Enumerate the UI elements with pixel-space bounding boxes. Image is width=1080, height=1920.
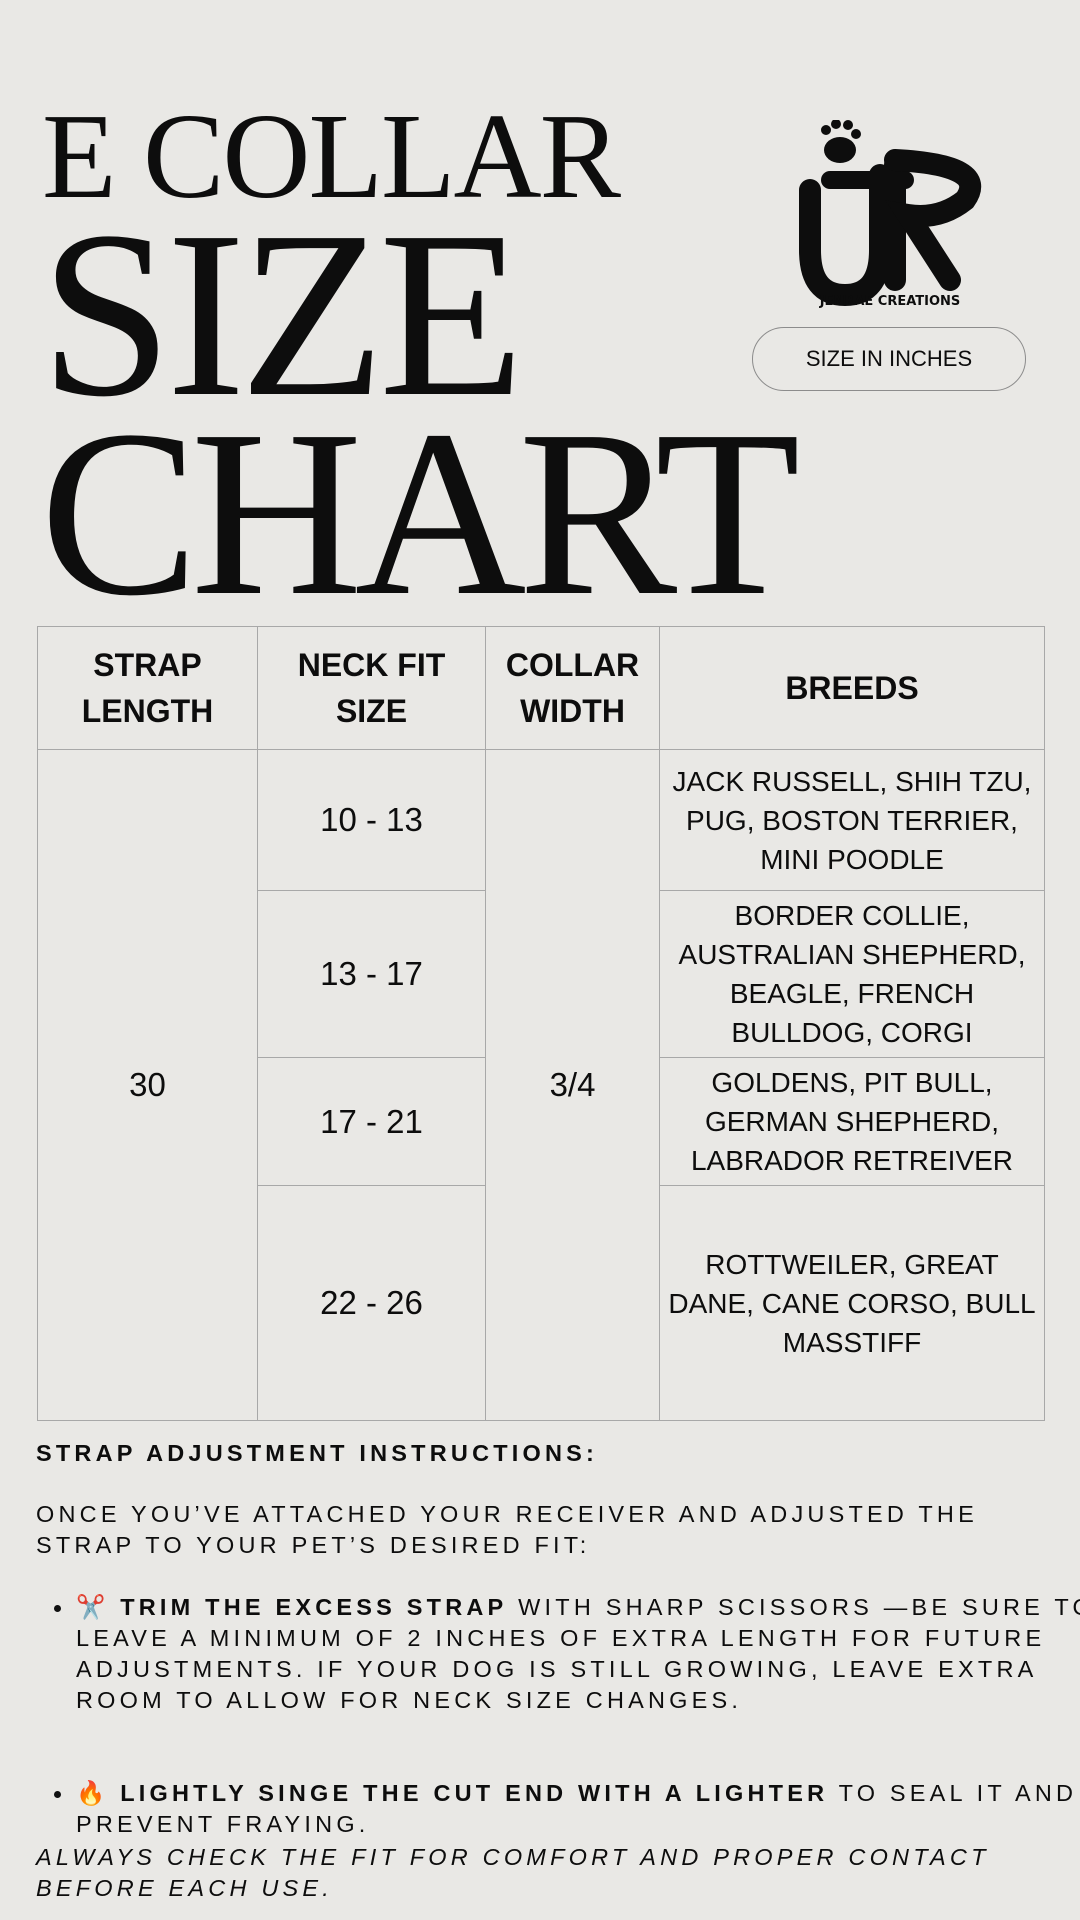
neck-size-cell: 10 - 13 (257, 749, 486, 891)
step-bold: LIGHTLY SINGE THE CUT END WITH A LIGHTER (120, 1780, 829, 1806)
header-neck-fit-size: NECK FIT SIZE (257, 626, 486, 750)
size-table: STRAP LENGTH NECK FIT SIZE COLLAR WIDTH … (37, 626, 1045, 1421)
breeds-cell: ROTTWEILER, GREAT DANE, CANE CORSO, BULL… (659, 1185, 1045, 1421)
jr-monogram (799, 149, 982, 307)
header-strap-length: STRAP LENGTH (37, 626, 258, 750)
scissors-icon: ✂️ (76, 1594, 110, 1620)
title-line-1: E COLLAR (42, 89, 621, 224)
title-line-3: CHART (40, 382, 800, 645)
table-row: 22 - 26 ROTTWEILER, GREAT DANE, CANE COR… (38, 1185, 1045, 1421)
header-collar-width: COLLAR WIDTH (485, 626, 660, 750)
unit-badge: SIZE IN INCHES (752, 327, 1026, 391)
neck-size-cell: 17 - 21 (257, 1057, 486, 1186)
breeds-cell: BORDER COLLIE, AUSTRALIAN SHEPHERD, BEAG… (659, 890, 1045, 1058)
fire-icon: 🔥 (76, 1780, 110, 1806)
step-text: TO SEAL IT AND PREVENT FRAYING. (76, 1780, 1078, 1837)
instructions-list: ✂️ TRIM THE EXCESS STRAP WITH SHARP SCIS… (36, 1592, 1080, 1902)
table-row: 30 10 - 13 3/4 JACK RUSSELL, SHIH TZU, P… (37, 749, 1045, 1421)
collar-width-cell: 3/4 (485, 749, 660, 1421)
brand-name: JENRAE CREATIONS (819, 294, 961, 309)
strap-length-cell: 30 (37, 749, 258, 1421)
instructions-intro: ONCE YOU’VE ATTACHED YOUR RECEIVER AND A… (36, 1501, 978, 1558)
instructions-note: ALWAYS CHECK THE FIT FOR COMFORT AND PRO… (36, 1844, 990, 1901)
list-item: ✂️ TRIM THE EXCESS STRAP WITH SHARP SCIS… (54, 1592, 1080, 1716)
breeds-cell: JACK RUSSELL, SHIH TZU, PUG, BOSTON TERR… (659, 749, 1045, 891)
header-breeds: BREEDS (659, 626, 1045, 750)
paw-icon (821, 120, 861, 163)
step-text: WITH SHARP SCISSORS —BE SURE TO LEAVE A … (76, 1594, 1080, 1713)
list-item: 🔥 LIGHTLY SINGE THE CUT END WITH A LIGHT… (54, 1778, 1080, 1840)
step-bold: TRIM THE EXCESS STRAP (120, 1594, 508, 1620)
table-row: 13 - 17 BORDER COLLIE, AUSTRALIAN SHEPHE… (38, 890, 1045, 1058)
brand-logo (799, 120, 982, 307)
table-header-row: STRAP LENGTH NECK FIT SIZE COLLAR WIDTH … (37, 626, 1045, 750)
instructions-heading: STRAP ADJUSTMENT INSTRUCTIONS: (36, 1440, 599, 1466)
neck-size-cell: 13 - 17 (257, 890, 486, 1058)
neck-size-cell: 22 - 26 (257, 1185, 486, 1421)
title-line-2: SIZE (40, 183, 524, 446)
breeds-cell: GOLDENS, PIT BULL, GERMAN SHEPHERD, LABR… (659, 1057, 1045, 1186)
